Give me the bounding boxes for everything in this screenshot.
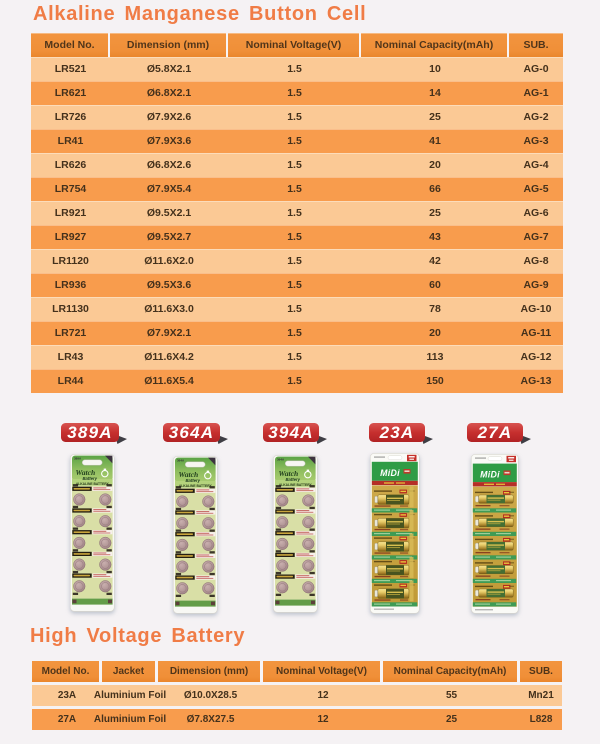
svg-text:MiDi: MiDi [480, 470, 500, 480]
svg-text:Battery: Battery [186, 478, 201, 483]
svg-text:394A: 394A [277, 457, 285, 461]
svg-text:Watch: Watch [76, 468, 96, 477]
svg-text:ALKALINE BATTERY: ALKALINE BATTERY [179, 484, 213, 488]
svg-text:Watch: Watch [179, 470, 199, 479]
svg-text:Watch: Watch [279, 469, 299, 478]
svg-text:ALKALINE BATTERY: ALKALINE BATTERY [76, 482, 110, 486]
svg-text:ALKALINE BATTERY: ALKALINE BATTERY [279, 483, 313, 487]
svg-text:Battery: Battery [83, 476, 98, 481]
svg-text:Battery: Battery [286, 477, 301, 482]
svg-text:MiDi: MiDi [380, 468, 400, 478]
svg-text:364A: 364A [177, 458, 185, 462]
svg-text:389A: 389A [74, 456, 82, 460]
